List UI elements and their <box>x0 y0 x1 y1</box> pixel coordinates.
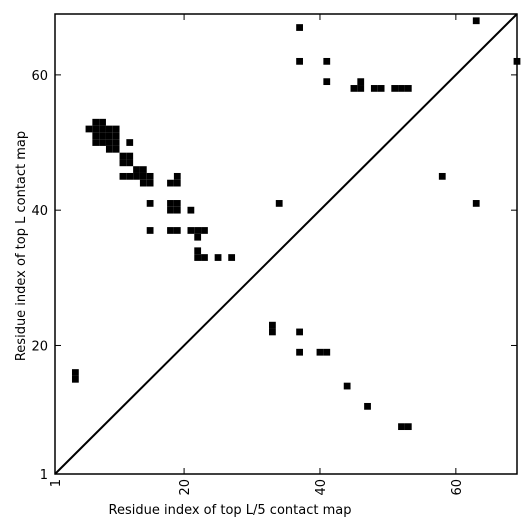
contact-cell <box>194 227 202 234</box>
contact-cell <box>173 179 181 187</box>
y-tick-label: 40 <box>31 204 48 219</box>
contact-cell <box>173 227 181 234</box>
contact-cell <box>167 206 174 214</box>
contact-cell <box>126 139 134 146</box>
contact-cell <box>99 118 106 126</box>
contact-cell <box>146 227 154 234</box>
x-axis-label: Residue index of top L/5 contact map <box>109 503 352 518</box>
contact-cell <box>187 206 195 214</box>
contact-cell <box>296 328 303 336</box>
contact-cell <box>71 369 79 376</box>
contact-cell <box>398 85 405 92</box>
contact-cell <box>275 200 283 207</box>
contact-cell <box>438 172 446 180</box>
contact-cell <box>133 172 140 180</box>
contact-cell <box>119 152 127 160</box>
contact-cell <box>99 132 106 140</box>
contact-cell <box>173 172 181 180</box>
contact-cell <box>472 17 480 25</box>
contact-cell <box>296 24 303 31</box>
contact-cell <box>269 321 276 329</box>
contact-cell <box>323 348 331 356</box>
contact-cell <box>201 227 208 234</box>
y-tick-label: 20 <box>31 339 48 354</box>
x-tick-label: 40 <box>314 479 329 496</box>
contact-cell <box>112 139 120 146</box>
contact-cell <box>99 139 106 146</box>
contact-cell <box>105 139 113 146</box>
contact-cell <box>112 125 120 133</box>
contact-cell <box>350 85 358 92</box>
x-tick-label: 20 <box>178 479 193 496</box>
contact-cell <box>139 166 147 173</box>
x-axis: 1 20 40 60 <box>49 14 465 496</box>
contact-cell <box>343 382 351 390</box>
x-tick-label: 60 <box>450 479 465 496</box>
contact-cell <box>194 247 202 255</box>
contact-cell <box>364 402 371 410</box>
contact-cell <box>126 152 134 160</box>
contact-cell <box>214 254 222 261</box>
contact-cell <box>201 254 208 261</box>
contact-cell <box>323 78 331 86</box>
contact-cell <box>173 206 181 214</box>
contact-cell <box>377 85 385 92</box>
contact-cell <box>133 166 140 173</box>
contact-cell <box>71 375 79 383</box>
contact-cell <box>146 179 154 187</box>
contact-cell <box>404 423 412 431</box>
contact-cell <box>112 145 120 153</box>
contact-cell <box>316 348 324 356</box>
plot-frame <box>54 13 518 475</box>
contact-cell <box>92 125 100 133</box>
contact-cell <box>99 125 106 133</box>
plot-area <box>54 13 521 475</box>
contact-cell <box>323 57 331 65</box>
contact-cell <box>112 132 120 140</box>
contact-cell <box>398 423 405 431</box>
contact-cell <box>194 233 202 241</box>
contact-cell <box>146 172 154 180</box>
contact-cell <box>105 125 113 133</box>
contact-cell <box>92 118 100 126</box>
contact-cell <box>105 132 113 140</box>
contact-cell <box>146 200 154 207</box>
contact-cell <box>370 85 378 92</box>
y-tick-label: 1 <box>40 468 48 483</box>
contact-cell <box>357 78 365 86</box>
contact-cell <box>357 85 365 92</box>
contact-cell <box>167 227 174 234</box>
contact-cell <box>126 172 134 180</box>
contact-cell <box>404 85 412 92</box>
contact-cell <box>391 85 399 92</box>
y-axis: 1 20 40 60 <box>31 69 517 483</box>
contact-cell <box>167 200 174 207</box>
contact-cell <box>119 159 127 167</box>
x-tick-label: 1 <box>49 479 64 487</box>
contact-cell <box>92 132 100 140</box>
contact-cell <box>139 172 147 180</box>
contact-cell <box>296 348 303 356</box>
y-tick-label: 60 <box>31 69 48 84</box>
contact-cell <box>296 57 303 65</box>
contact-cell <box>269 328 276 336</box>
contact-cell <box>105 145 113 153</box>
diagonal-line <box>54 13 518 475</box>
contact-cell <box>194 254 202 261</box>
contact-cell <box>92 139 100 146</box>
contact-cell <box>85 125 93 133</box>
contact-cell <box>139 179 147 187</box>
contact-cell <box>119 172 127 180</box>
contact-cell <box>187 227 195 234</box>
contact-cell <box>126 159 134 167</box>
contact-cell <box>173 200 181 207</box>
contact-cell <box>228 254 236 261</box>
contact-cell <box>167 179 174 187</box>
y-axis-label: Residue index of top L contact map <box>14 131 29 361</box>
contact-cell <box>472 200 480 207</box>
